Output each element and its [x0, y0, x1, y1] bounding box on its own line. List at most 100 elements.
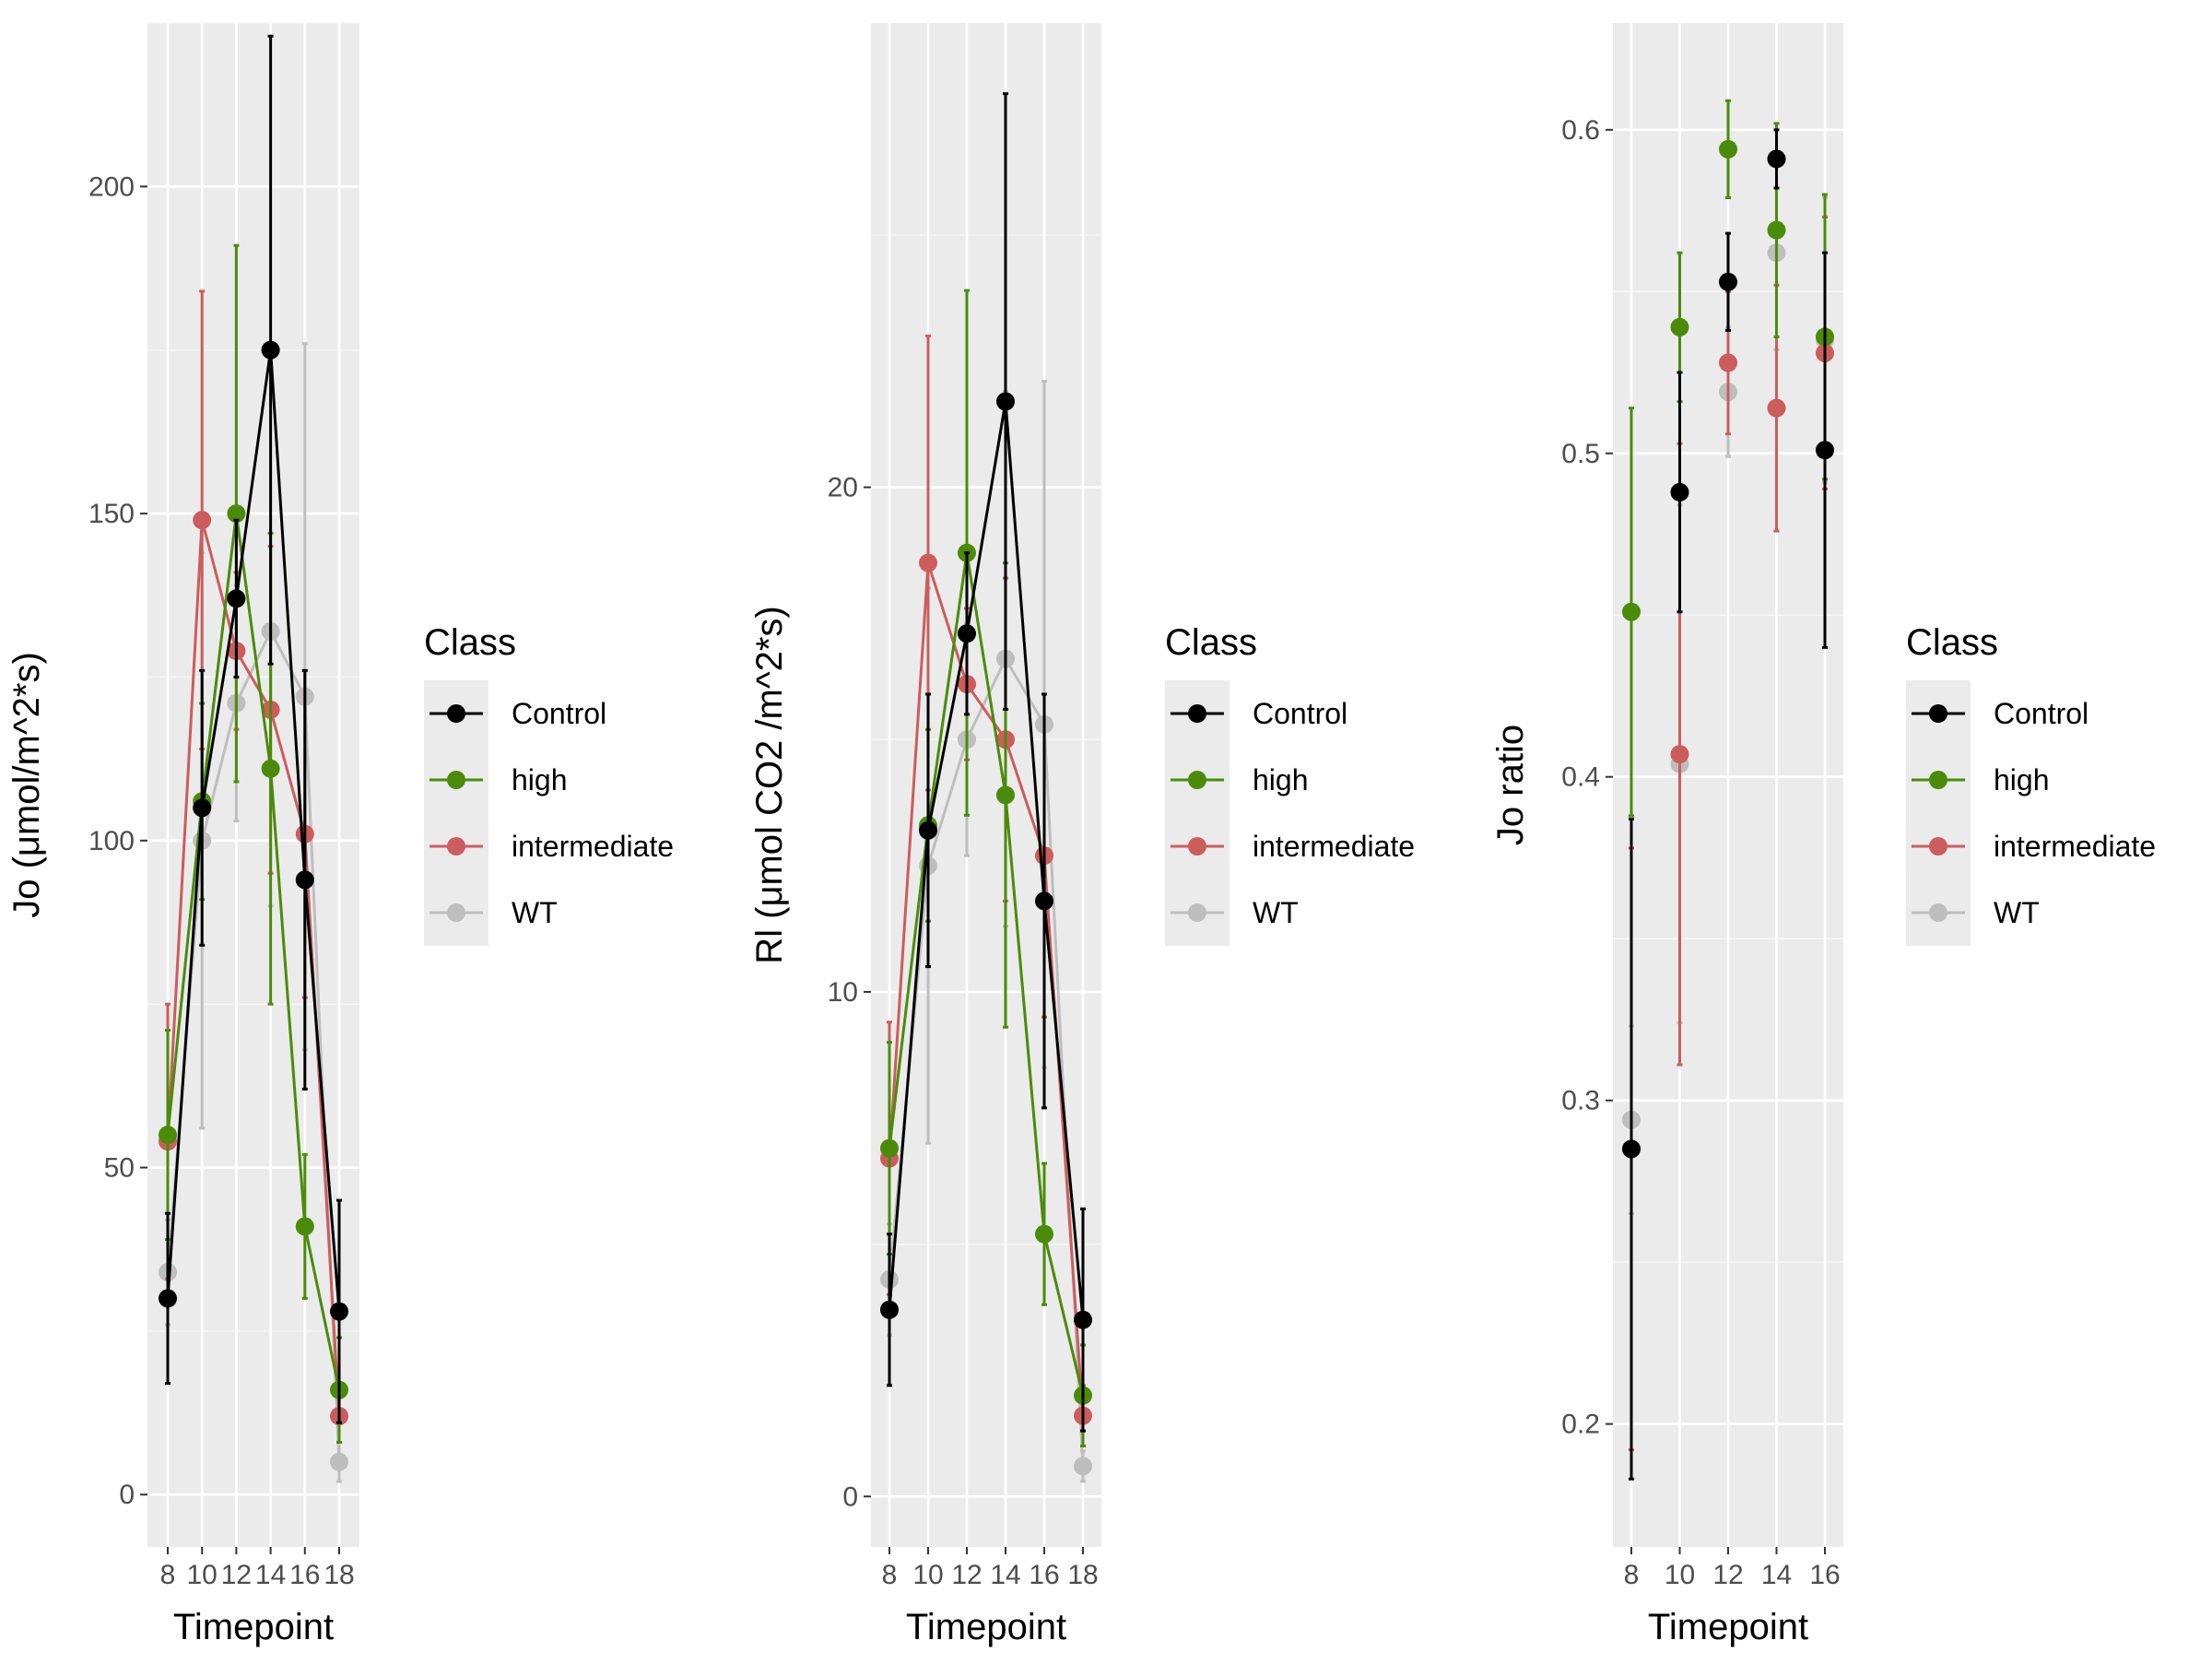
legend-title: Class — [1906, 622, 1998, 663]
legend: Class Control high intermediate WT — [424, 622, 674, 946]
series-line — [166, 349, 341, 1312]
data-point — [193, 798, 212, 818]
x-tick-label: 8 — [160, 1560, 176, 1590]
data-point — [295, 870, 314, 890]
legend-key-point — [447, 771, 465, 789]
legend-key-point — [1929, 704, 1947, 723]
series-line — [888, 401, 1085, 1320]
series-line — [888, 655, 1085, 1467]
data-point — [1719, 272, 1737, 291]
x-tick-label: 16 — [289, 1560, 320, 1590]
data-point — [1670, 482, 1689, 502]
data-point — [159, 1126, 177, 1145]
x-tick-label: 14 — [255, 1560, 286, 1590]
y-tick-label: 150 — [88, 499, 135, 529]
x-axis-title: Timepoint — [1648, 1607, 1808, 1647]
x-tick-label: 18 — [324, 1560, 354, 1590]
series-line — [888, 562, 1085, 1416]
data-point — [1622, 1139, 1641, 1159]
x-tick-label: 14 — [990, 1560, 1020, 1590]
legend-title: Class — [424, 622, 516, 663]
data-point — [1719, 353, 1737, 372]
data-point — [1719, 139, 1737, 159]
legend-key-point — [1929, 837, 1947, 856]
legend-label: Control — [1253, 697, 1347, 730]
y-tick-label: 0.4 — [1561, 762, 1600, 793]
series-Control — [1622, 128, 1834, 1481]
legend-key-point — [447, 837, 465, 856]
data-point — [996, 392, 1015, 411]
series-Control — [880, 92, 1092, 1433]
data-point — [1767, 398, 1786, 418]
data-point — [330, 1302, 348, 1321]
data-point — [159, 1289, 177, 1308]
x-tick-label: 12 — [951, 1560, 982, 1590]
legend-label: WT — [512, 896, 558, 929]
plot-background — [147, 23, 359, 1547]
data-point — [1670, 745, 1689, 764]
x-tick-label: 16 — [1029, 1560, 1059, 1590]
y-tick-label: 0 — [119, 1480, 135, 1510]
series-line — [888, 552, 1085, 1397]
data-point — [1670, 317, 1689, 336]
legend-label: Control — [512, 697, 606, 730]
legend: Class Control high intermediate WT — [1165, 622, 1415, 946]
legend-label: WT — [1253, 896, 1299, 929]
legend-key-point — [1188, 704, 1206, 723]
legend-key-point — [1929, 771, 1947, 789]
data-point — [1074, 1457, 1092, 1476]
data-point — [958, 624, 976, 643]
y-tick-label: 0.6 — [1561, 115, 1600, 146]
legend-key-point — [447, 903, 465, 922]
y-tick-label: 50 — [104, 1153, 135, 1184]
y-tick-label: 20 — [828, 473, 858, 503]
legend-label: intermediate — [1253, 830, 1415, 863]
x-tick-label: 10 — [912, 1560, 943, 1590]
data-point — [880, 1300, 899, 1319]
data-point — [295, 1217, 314, 1236]
x-tick-label: 12 — [1712, 1560, 1743, 1590]
legend-label: intermediate — [1994, 830, 2156, 863]
x-axis-title: Timepoint — [906, 1607, 1066, 1647]
data-point — [227, 589, 246, 608]
data-point — [227, 504, 246, 524]
y-axis-title: Jo ratio — [1490, 725, 1531, 845]
data-point — [1767, 149, 1786, 169]
data-point — [261, 759, 280, 778]
chart-panel-1: 0 50 100 150 200 8 10 12 14 16 18 Timepoint Jo (μmol… — [6, 22, 674, 1647]
data-point — [1767, 220, 1786, 240]
legend-label: Control — [1994, 697, 2088, 730]
plot-background — [871, 23, 1101, 1547]
series-line — [166, 628, 341, 1462]
y-tick-label: 200 — [88, 171, 135, 202]
y-tick-label: 0 — [842, 1481, 858, 1512]
data-point — [919, 553, 937, 572]
legend-label: intermediate — [512, 830, 674, 863]
x-tick-label: 8 — [1624, 1560, 1640, 1590]
legend: Class Control high intermediate WT — [1906, 622, 2156, 946]
x-tick-label: 16 — [1809, 1560, 1840, 1590]
x-tick-label: 10 — [187, 1560, 218, 1590]
y-tick-label: 0.3 — [1561, 1086, 1600, 1116]
x-tick-label: 14 — [1761, 1560, 1792, 1590]
legend-key-point — [1929, 903, 1947, 922]
legend-title: Class — [1165, 622, 1257, 663]
data-point — [193, 511, 212, 530]
x-tick-label: 8 — [882, 1560, 898, 1590]
legend-label: high — [1994, 763, 2050, 797]
data-point — [330, 1452, 348, 1471]
data-point — [880, 1139, 899, 1158]
data-point — [996, 785, 1015, 805]
legend-label: high — [1253, 763, 1309, 797]
y-axis-title: Rl (μmol CO2 /m^2*s) — [749, 606, 790, 964]
series-Control — [159, 34, 348, 1424]
data-point — [261, 340, 280, 360]
legend-key-point — [1188, 771, 1206, 789]
legend-key-point — [1188, 837, 1206, 856]
y-tick-label: 0.5 — [1561, 439, 1600, 469]
series-line — [166, 519, 341, 1417]
legend-key-point — [447, 704, 465, 723]
series-line — [166, 513, 341, 1391]
